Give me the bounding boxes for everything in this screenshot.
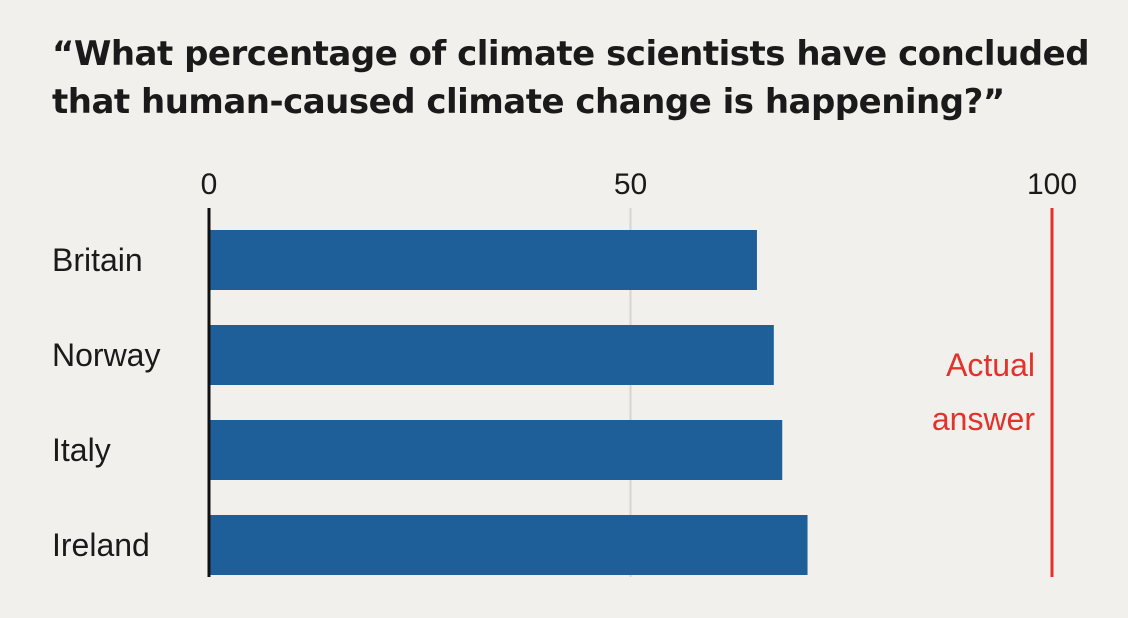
bar-britain xyxy=(209,230,757,290)
bar-ireland xyxy=(209,515,808,575)
chart-title: “What percentage of climate scientists h… xyxy=(52,34,1090,122)
category-label-italy: Italy xyxy=(52,432,111,468)
category-label-norway: Norway xyxy=(52,337,160,373)
bar-italy xyxy=(209,420,783,480)
x-tick-label-50: 50 xyxy=(614,168,647,201)
actual-answer-label-0: Actual xyxy=(946,347,1035,383)
category-label-ireland: Ireland xyxy=(52,527,150,563)
category-label-britain: Britain xyxy=(52,242,143,278)
x-tick-label-0: 0 xyxy=(201,168,218,201)
actual-answer-label-1: answer xyxy=(932,401,1036,437)
bar-norway xyxy=(209,325,774,385)
x-tick-label-100: 100 xyxy=(1027,168,1077,201)
